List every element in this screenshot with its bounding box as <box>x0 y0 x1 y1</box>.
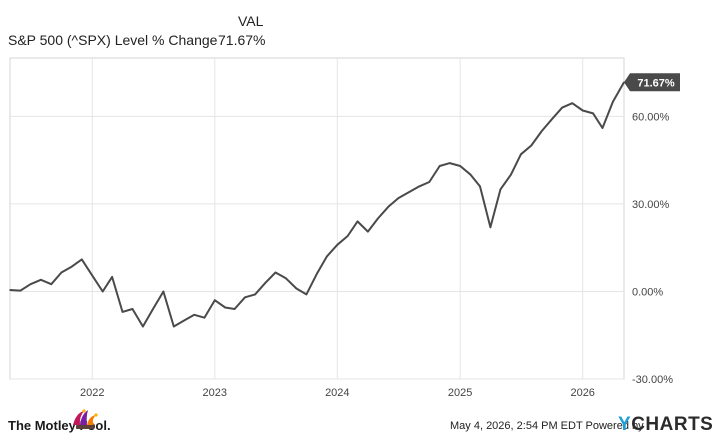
data-point <box>224 306 226 309</box>
data-point <box>551 118 553 121</box>
data-point <box>540 130 543 132</box>
y-tick-label: 0.00% <box>632 286 663 298</box>
data-point <box>29 283 32 285</box>
data-point <box>520 153 522 156</box>
y-tick-label: 30.00% <box>632 199 670 211</box>
data-point <box>91 274 94 277</box>
data-point <box>70 265 73 268</box>
legend-series-name: S&P 500 (^SPX) Level % Change <box>8 32 218 48</box>
end-value-badge <box>624 73 680 92</box>
chart-footer: The Motley Fool. May 4, 2026, 2:54 PM ED… <box>0 404 720 441</box>
data-point <box>152 308 154 310</box>
data-point <box>244 296 246 299</box>
data-point <box>469 173 472 176</box>
data-point <box>285 277 287 280</box>
data-point <box>530 144 533 147</box>
data-point <box>274 271 277 274</box>
data-point <box>213 299 216 302</box>
data-point <box>305 293 308 296</box>
data-point <box>193 314 196 316</box>
data-point <box>183 319 185 322</box>
data-point <box>131 308 134 310</box>
data-point <box>142 325 144 328</box>
chart-timestamp: May 4, 2026, 2:54 PM EDT Powered by <box>450 420 644 432</box>
data-point <box>326 255 328 258</box>
chart-legend: VAL S&P 500 (^SPX) Level % Change 71.67% <box>0 0 300 56</box>
data-point <box>50 283 53 285</box>
data-point <box>336 243 339 246</box>
data-point <box>173 325 175 328</box>
data-point <box>571 102 574 105</box>
data-point <box>489 226 492 229</box>
data-point <box>561 106 564 109</box>
data-point <box>418 185 421 188</box>
data-point <box>601 127 604 129</box>
data-point <box>397 197 400 199</box>
x-tick-label: 2025 <box>448 387 472 399</box>
data-point <box>233 308 236 310</box>
end-value-label: 71.67% <box>637 77 675 89</box>
data-point <box>408 191 410 194</box>
data-point <box>19 289 22 292</box>
x-tick-label: 2024 <box>325 387 349 399</box>
data-point <box>377 217 379 220</box>
legend-column-header: VAL <box>238 13 264 29</box>
data-point <box>9 289 11 291</box>
data-point <box>428 181 431 183</box>
provider-logo: YCHARTS <box>618 414 713 436</box>
data-point <box>101 290 104 293</box>
data-point <box>162 290 165 293</box>
data-point <box>499 188 502 191</box>
data-point <box>592 112 594 115</box>
data-point <box>40 278 42 281</box>
data-point <box>316 273 318 275</box>
data-point <box>581 109 584 112</box>
y-tick-label: 60.00% <box>632 111 670 123</box>
data-point <box>295 287 298 290</box>
provider-logo-text: CHARTS <box>631 414 714 435</box>
data-point <box>612 100 614 103</box>
provider-logo-y: Y <box>618 414 632 435</box>
data-point <box>438 165 441 167</box>
legend-series-value: 71.67% <box>218 32 266 48</box>
x-tick-label: 2026 <box>570 387 594 399</box>
data-point <box>356 220 359 223</box>
data-point <box>387 206 390 208</box>
plot-frame <box>9 57 625 380</box>
x-tick-label: 2023 <box>203 387 227 399</box>
data-point <box>60 271 63 274</box>
data-point <box>346 235 349 237</box>
data-point <box>367 230 369 233</box>
jester-logo-icon <box>73 409 98 429</box>
data-point <box>448 162 451 164</box>
line-chart: 2022 2023 2024 2025 2026 -30.00% 0.00% 30.00% 6… <box>9 57 680 399</box>
data-point <box>264 281 267 284</box>
x-tick-label: 2022 <box>80 387 104 399</box>
data-point <box>203 316 206 319</box>
data-point <box>254 293 256 296</box>
data-point <box>459 165 461 167</box>
data-point <box>121 311 124 313</box>
data-point <box>111 276 113 278</box>
data-point <box>81 258 83 261</box>
data-point <box>479 185 481 188</box>
data-point <box>510 173 512 176</box>
y-tick-label: -30.00% <box>632 374 673 386</box>
